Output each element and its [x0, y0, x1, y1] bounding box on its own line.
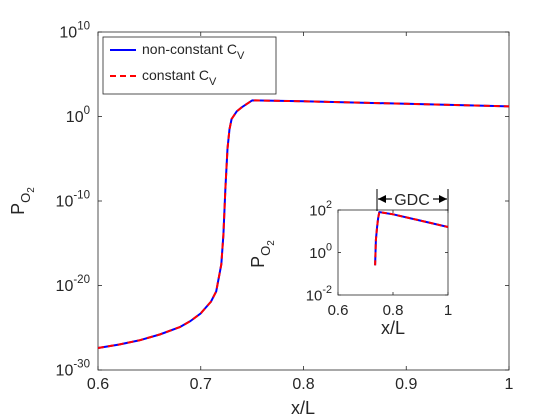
legend-box — [102, 36, 277, 95]
inset-plot-area — [337, 209, 449, 296]
main-x-tick-label: 0.7 — [190, 376, 212, 393]
legend-label-constant-cv: constant CV — [142, 67, 217, 88]
main-y-tick-label: 10-20 — [56, 274, 90, 295]
main-series-group — [97, 99, 510, 349]
main-y-tick-label: 1010 — [59, 21, 90, 42]
main-y-axis-label: PO2 — [8, 187, 37, 215]
inset-x-tick-label: 0.8 — [383, 302, 404, 319]
main-x-tick-label: 0.8 — [292, 376, 314, 393]
inset-chart: 0.6 0.8 1 102 100 10-2 x/L PO2 GDC — [248, 189, 452, 338]
main-x-tick-label: 1 — [505, 376, 514, 393]
inset-x-tick-label: 1 — [444, 302, 452, 319]
inset-x-tick-label: 0.6 — [328, 302, 349, 319]
inset-series-group — [374, 211, 449, 266]
inset-x-axis-label: x/L — [381, 318, 405, 338]
main-y-tick-label: 10-30 — [56, 359, 90, 380]
legend-entry-constant-cv: constant CV — [110, 67, 217, 88]
inset-y-tick-label: 100 — [309, 241, 332, 262]
gdc-label: GDC — [394, 192, 430, 209]
inset-x-ticks: 0.6 0.8 1 — [328, 210, 452, 319]
gdc-arrow-left-head — [378, 195, 386, 203]
main-y-tick-label: 10-10 — [56, 190, 90, 211]
inset-y-tick-label: 102 — [309, 199, 332, 220]
gdc-arrow-right-head — [439, 195, 447, 203]
main-series-line-1 — [97, 99, 510, 349]
inset-y-tick-label: 10-2 — [306, 284, 332, 305]
main-y-ticks: 1010 100 10-10 10-20 10-30 — [56, 21, 509, 380]
main-x-axis-label: x/L — [291, 398, 315, 418]
legend: non-constant CV constant CV — [102, 36, 277, 95]
main-y-tick-label: 100 — [66, 105, 90, 126]
inset-y-axis-label: PO2 — [248, 240, 277, 268]
inset-series-line-1 — [374, 211, 449, 266]
gdc-annotation: GDC — [376, 189, 449, 211]
main-x-tick-label: 0.9 — [395, 376, 417, 393]
legend-label-non-constant-cv: non-constant CV — [142, 41, 245, 62]
main-x-ticks: 0.6 0.7 0.8 0.9 1 — [87, 32, 514, 393]
main-x-tick-label: 0.6 — [87, 376, 109, 393]
legend-entry-non-constant-cv: non-constant CV — [110, 41, 245, 62]
inset-y-ticks: 102 100 10-2 — [306, 199, 448, 305]
